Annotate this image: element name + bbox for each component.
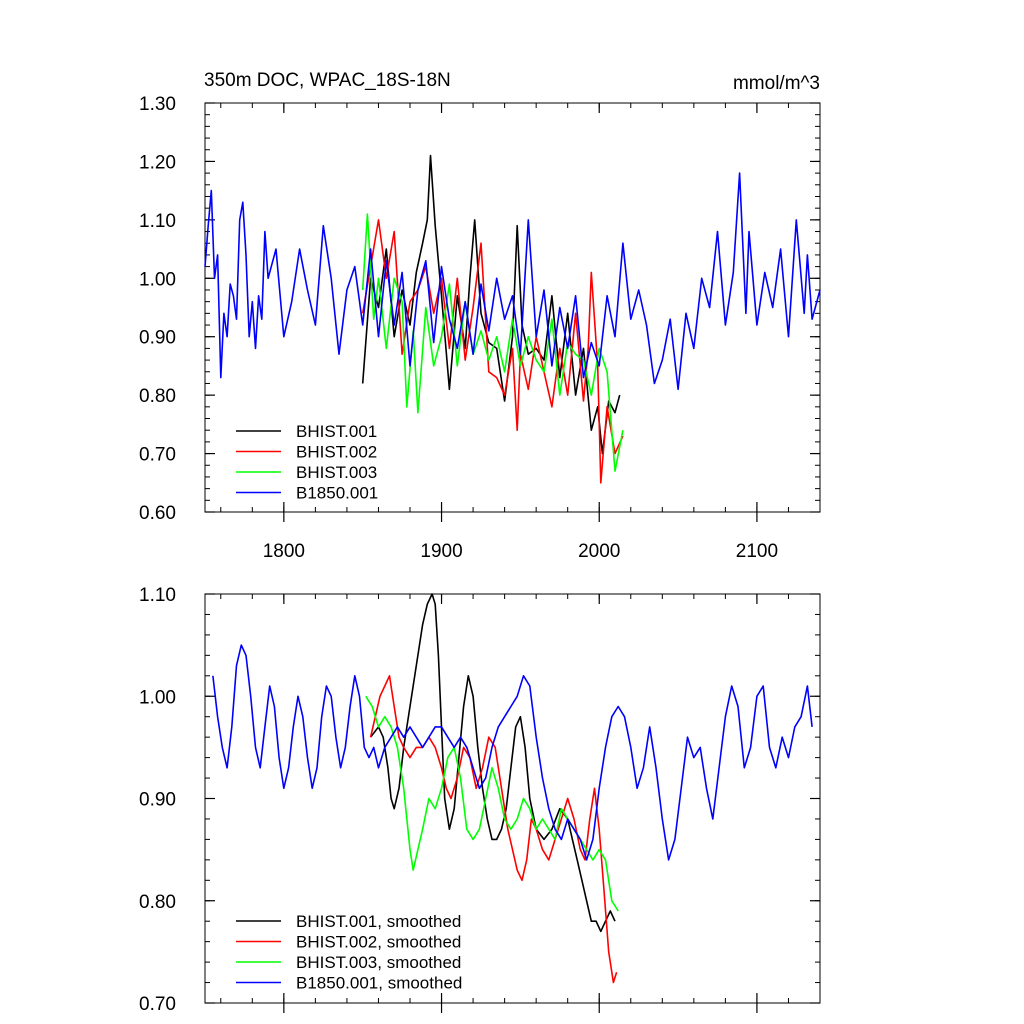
x-tick-label: 2100 xyxy=(736,541,778,562)
y-tick-label: 1.00 xyxy=(139,269,176,290)
legend-label: B1850.001, smoothed xyxy=(296,974,462,993)
bottom-chart-panel: 0.70 0.80 0.90 1.00 1.10 BHIST.001, smoothed B… xyxy=(139,585,821,1015)
series-line-4 xyxy=(212,644,813,861)
y-tick-label: 0.60 xyxy=(139,503,176,524)
legend-label: BHIST.002 xyxy=(296,443,377,462)
x-tick-label: 2000 xyxy=(578,541,620,562)
y-tick-label: 0.90 xyxy=(139,328,176,349)
top-chart-panel: 0.60 0.70 0.80 0.90 1.00 1.10 1.20 1.30 1800 1900… xyxy=(139,94,821,562)
y-tick-label: 0.70 xyxy=(139,445,176,466)
series-line-2 xyxy=(361,219,624,484)
legend-label: BHIST.003, smoothed xyxy=(296,953,461,972)
y-tick-label: 0.90 xyxy=(139,790,176,811)
y-tick-label: 1.30 xyxy=(139,94,176,115)
top-chart: 350m DOC, WPAC_18S-18N mmol/m^3 0.60 0.70… xyxy=(139,70,821,562)
y-tick-label: 1.20 xyxy=(139,152,176,173)
top-chart-title: 350m DOC, WPAC_18S-18N xyxy=(204,70,451,91)
legend-label: BHIST.001, smoothed xyxy=(296,912,461,931)
series-line-2 xyxy=(369,674,618,984)
top-chart-units: mmol/m^3 xyxy=(733,73,820,94)
y-tick-label: 0.70 xyxy=(139,994,176,1015)
bottom-chart: 0.70 0.80 0.90 1.00 1.10 BHIST.001, smoothed B… xyxy=(139,585,821,1015)
y-tick-label: 0.80 xyxy=(139,386,176,407)
y-tick-label: 0.80 xyxy=(139,892,176,913)
series-line-1 xyxy=(369,593,616,933)
plot-frame xyxy=(204,102,821,513)
legend-label: BHIST.002, smoothed xyxy=(296,933,461,952)
y-tick-label: 1.00 xyxy=(139,687,176,708)
series-line-4 xyxy=(204,172,821,391)
y-tick-label: 1.10 xyxy=(139,211,176,232)
legend-label: BHIST.001 xyxy=(296,422,377,441)
y-tick-label: 1.10 xyxy=(139,585,176,606)
x-tick-label: 1900 xyxy=(420,541,462,562)
legend-label: BHIST.003 xyxy=(296,463,377,482)
x-tick-label: 1800 xyxy=(263,541,305,562)
series-line-3 xyxy=(365,695,619,912)
series-line-3 xyxy=(361,213,624,472)
series-line-1 xyxy=(361,154,621,455)
legend-label: B1850.001 xyxy=(296,484,378,503)
